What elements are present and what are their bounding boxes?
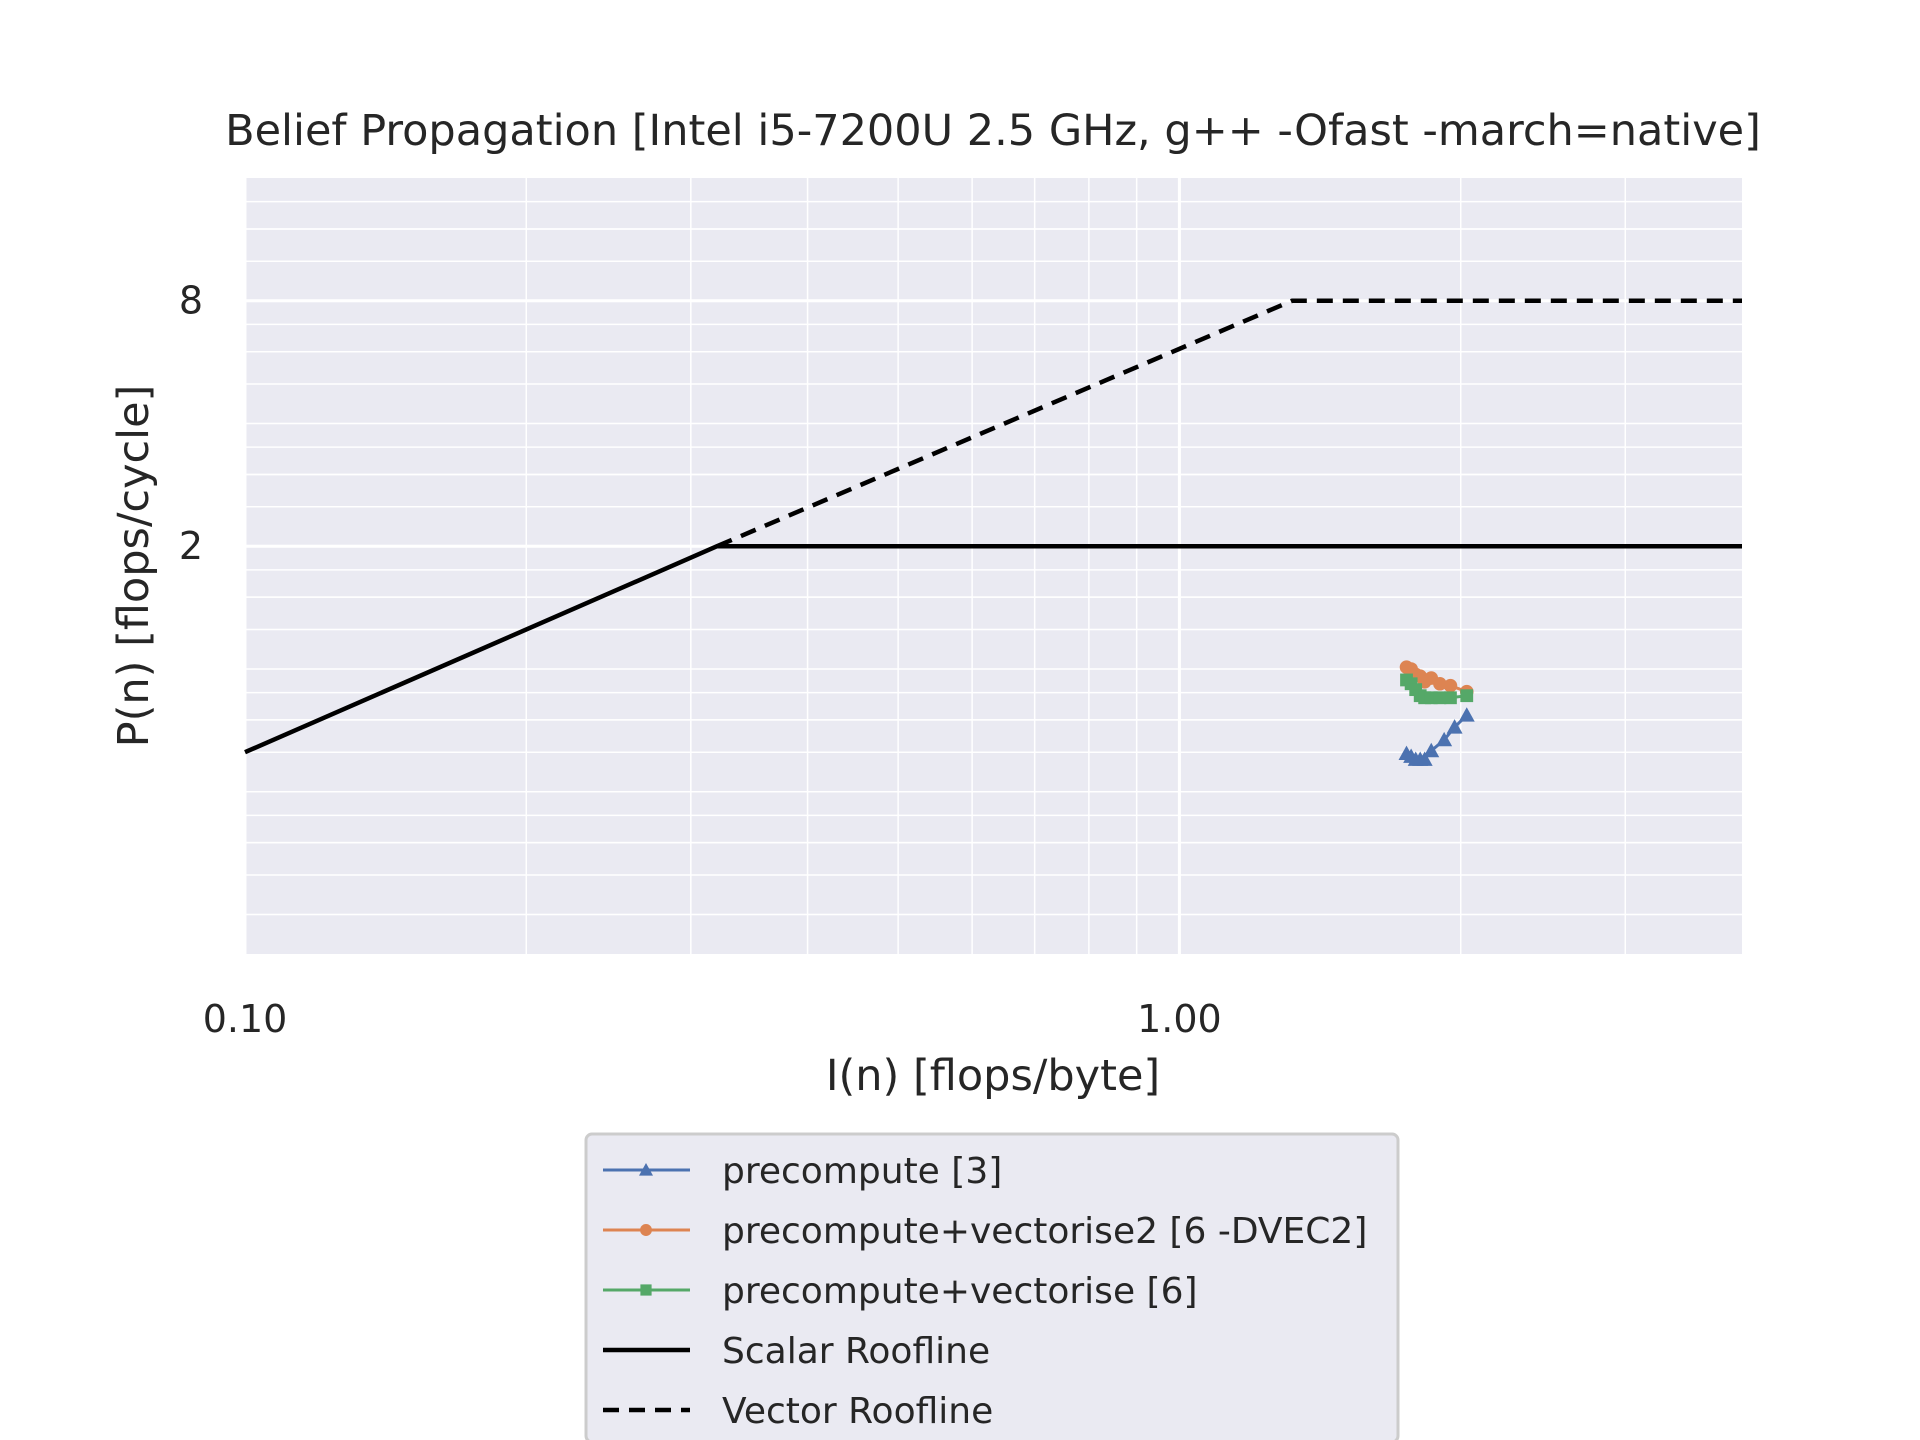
legend-label: precompute+vectorise [6] [722,1271,1198,1312]
data-point-triangle [1458,707,1475,722]
y-tick-label: 8 [179,279,203,323]
legend-item: Vector Roofline [603,1391,993,1432]
data-point-triangle [1423,742,1440,758]
chart-title: Belief Propagation [Intel i5-7200U 2.5 G… [225,106,1761,156]
x-axis-title: I(n) [flops/byte] [826,1051,1160,1101]
data-point-triangle [639,1163,653,1176]
data-point-square [1444,691,1457,705]
minor-gridlines [245,178,1742,954]
legend-item: precompute+vectorise2 [6 -DVEC2] [603,1211,1367,1252]
legend-label: Vector Roofline [722,1391,993,1432]
data-point-circle [640,1224,652,1236]
series-layer [244,298,1742,766]
data-point-square [1433,691,1447,705]
tick-labels: 0.10 1.00 2 8 [179,279,1222,1041]
roofline-line [716,298,1742,549]
legend-item: precompute [3] [603,1151,1002,1192]
legend-label: precompute [3] [722,1151,1002,1192]
legend: precompute [3] precompute+vectorise2 [6 -… [584,1132,1400,1440]
series-4 [716,298,1742,549]
data-point-circle [1443,678,1458,693]
data-point-triangle [1416,751,1433,766]
data-point-square [640,1284,652,1296]
x-tick-label: 0.10 [203,997,288,1041]
legend-items: precompute [3] precompute+vectorise2 [6 -… [603,1151,1367,1432]
legend-box [584,1132,1400,1440]
legend-label: precompute+vectorise2 [6 -DVEC2] [722,1211,1367,1252]
legend-item: precompute+vectorise [6] [603,1271,1198,1312]
data-point-triangle [1446,719,1463,734]
series-0 [1398,707,1475,766]
data-point-square [1460,689,1474,703]
x-tick-label: 1.00 [1137,997,1222,1041]
data-point-circle [1433,676,1447,691]
plot-background [245,178,1742,954]
legend-item: Scalar Roofline [603,1331,990,1372]
series-2 [1400,673,1474,705]
data-point-triangle [1436,731,1453,747]
legend-label: Scalar Roofline [722,1331,990,1372]
y-tick-label: 2 [179,524,203,568]
y-axis-title: P(n) [flops/cycle] [109,385,159,748]
